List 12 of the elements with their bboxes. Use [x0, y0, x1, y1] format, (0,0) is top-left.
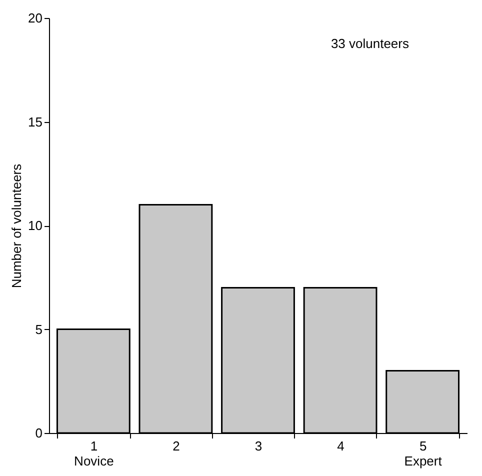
x-tick-label: 2 [172, 438, 180, 454]
y-tick-label: 0 [35, 426, 42, 440]
x-tick-label: 3 [254, 438, 262, 454]
y-tick-label: 15 [28, 114, 42, 130]
x-tick-label: 5 Expert [404, 438, 442, 468]
y-tick-label: 20 [28, 10, 42, 26]
x-tick-label: 1 Novice [74, 438, 114, 468]
x-tick-label: 4 [337, 438, 344, 454]
annotation: 33 volunteers [330, 36, 410, 51]
y-tick-label: 10 [28, 218, 42, 233]
y-tick-label: 5 [35, 322, 42, 337]
y-axis-title: Number of volunteers [9, 163, 24, 288]
